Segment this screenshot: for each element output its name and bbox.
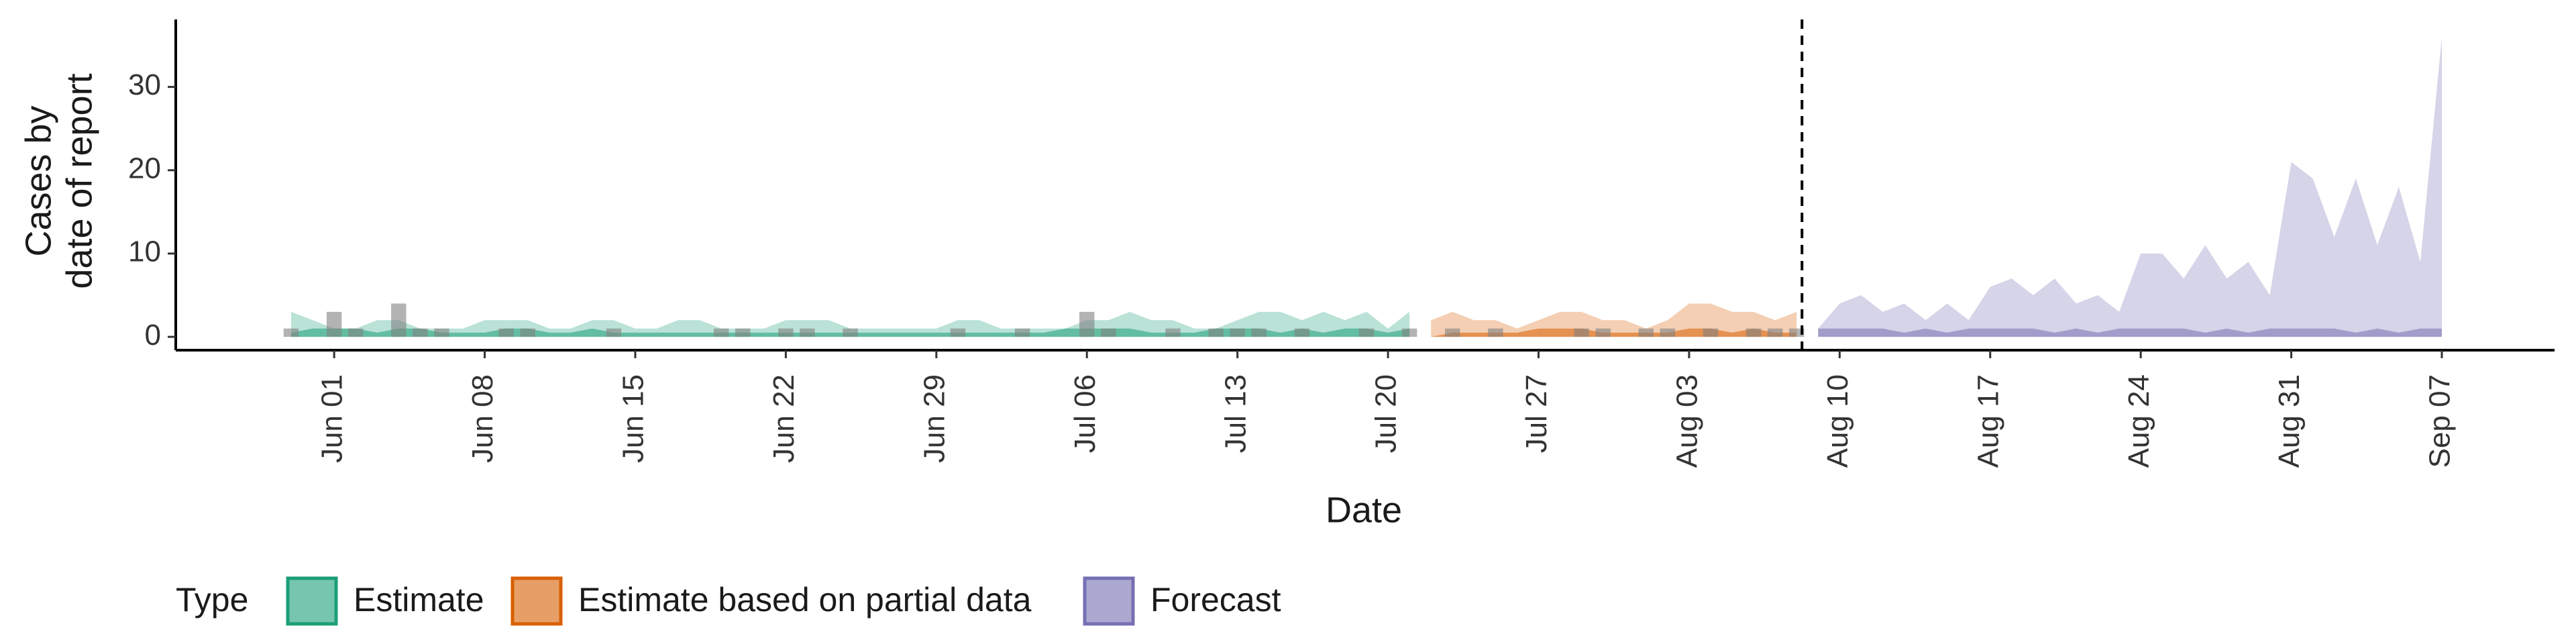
reported-bar bbox=[498, 328, 514, 337]
x-axis-title: Date bbox=[1326, 490, 1402, 530]
x-tick-label: Jul 20 bbox=[1370, 374, 1403, 453]
reported-bar bbox=[1251, 328, 1267, 337]
reported-bar bbox=[1401, 328, 1417, 337]
reported-bar bbox=[1703, 328, 1719, 337]
reported-bar bbox=[778, 328, 794, 337]
x-tick-label: Aug 17 bbox=[1972, 374, 2004, 468]
reported-bar bbox=[283, 328, 299, 337]
y-axis-title: Cases by bbox=[18, 105, 58, 256]
reported-bar bbox=[1208, 328, 1224, 337]
reported-bar bbox=[1638, 328, 1654, 337]
reported-bar bbox=[1767, 328, 1783, 337]
x-tick-label: Jun 22 bbox=[767, 374, 800, 463]
x-tick-label: Jun 29 bbox=[918, 374, 951, 463]
reported-bar bbox=[1358, 328, 1375, 337]
reported-bar bbox=[1595, 328, 1611, 337]
y-tick-label: 0 bbox=[145, 319, 161, 352]
reported-bar bbox=[606, 328, 622, 337]
reported-bar bbox=[1101, 328, 1116, 337]
reported-bar bbox=[1660, 328, 1676, 337]
x-tick-label: Jun 15 bbox=[617, 374, 650, 463]
legend-label: Forecast bbox=[1150, 581, 1281, 619]
x-tick-label: Jul 13 bbox=[1219, 374, 1252, 453]
legend-title: Type bbox=[176, 581, 248, 619]
reported-bar bbox=[713, 328, 729, 337]
reported-bar bbox=[520, 328, 535, 337]
reported-bar bbox=[347, 328, 364, 337]
reported-bar bbox=[1746, 328, 1762, 337]
band-upper bbox=[1431, 303, 1797, 337]
reported-bar bbox=[735, 328, 751, 337]
reported-bar bbox=[950, 328, 966, 337]
x-tick-label: Jul 06 bbox=[1069, 374, 1102, 453]
reported-bar bbox=[843, 328, 858, 337]
reported-bar bbox=[413, 328, 428, 337]
x-tick-label: Aug 03 bbox=[1671, 374, 1704, 468]
x-tick-label: Aug 10 bbox=[1821, 374, 1854, 468]
reported-bar bbox=[1788, 328, 1805, 337]
x-tick-label: Aug 24 bbox=[2123, 374, 2155, 468]
x-tick-label: Sep 07 bbox=[2424, 374, 2457, 468]
x-tick-label: Jun 01 bbox=[316, 374, 349, 463]
reported-bar bbox=[1165, 328, 1181, 337]
reported-bar bbox=[1014, 328, 1030, 337]
band-inner bbox=[1818, 328, 2442, 337]
band-upper bbox=[1818, 37, 2442, 337]
y-axis-title: date of report bbox=[59, 73, 99, 288]
legend-key bbox=[286, 576, 338, 626]
x-tick-label: Aug 31 bbox=[2273, 374, 2306, 468]
y-tick-label: 30 bbox=[128, 68, 161, 101]
x-tick-label: Jul 27 bbox=[1520, 374, 1553, 453]
reported-bar bbox=[434, 328, 449, 337]
reported-bar bbox=[1294, 328, 1310, 337]
legend-label: Estimate based on partial data bbox=[578, 581, 1032, 619]
reported-bar bbox=[1230, 328, 1245, 337]
reported-bar bbox=[1445, 328, 1460, 337]
reported-bar bbox=[1574, 328, 1589, 337]
reported-bar bbox=[1488, 328, 1503, 337]
legend-key bbox=[1083, 576, 1135, 626]
reported-bar bbox=[1079, 311, 1095, 337]
reported-bar bbox=[326, 311, 342, 337]
legend-key bbox=[511, 576, 563, 626]
y-tick-label: 10 bbox=[128, 235, 161, 268]
x-tick-label: Jun 08 bbox=[466, 374, 499, 463]
reported-bar bbox=[391, 303, 407, 337]
y-tick-label: 20 bbox=[128, 152, 161, 184]
reported-bar bbox=[800, 328, 815, 337]
legend-label: Estimate bbox=[354, 581, 484, 619]
